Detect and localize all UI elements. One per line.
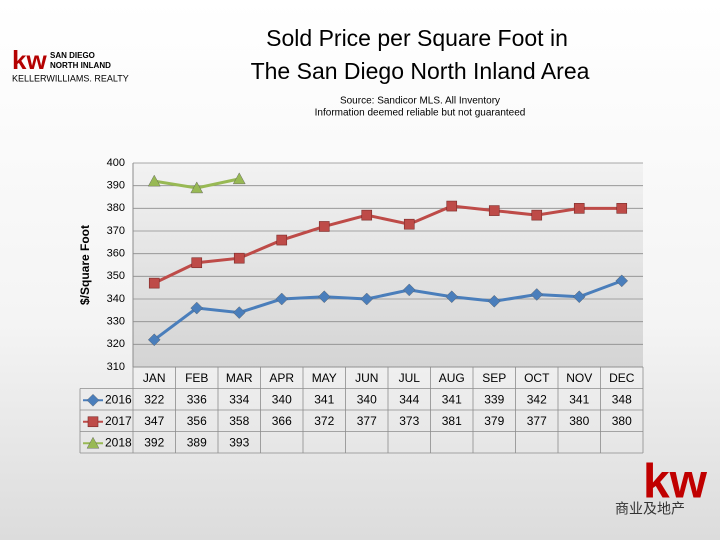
data-point: [488, 205, 500, 216]
logo-text: KELLERWILLIAMS. REALTY: [12, 73, 129, 83]
y-tick-label: 390: [107, 180, 125, 192]
table-value: 342: [527, 392, 547, 406]
table-value: 366: [272, 414, 292, 428]
x-tick-label: APR: [269, 371, 294, 385]
table-value: 344: [399, 392, 419, 406]
y-tick-label: 310: [107, 361, 125, 373]
x-tick-label: SEP: [482, 371, 506, 385]
y-tick-label: 370: [107, 225, 125, 237]
table-value: 339: [484, 392, 504, 406]
x-tick-label: JUL: [399, 371, 421, 385]
data-point: [616, 203, 628, 214]
table-value: 336: [187, 392, 207, 406]
table-value: 347: [144, 414, 164, 428]
data-point: [276, 234, 288, 246]
legend-label: 2017: [105, 414, 132, 428]
watermark: 商业及地产: [615, 501, 685, 517]
table-value: 356: [187, 414, 207, 428]
data-point: [191, 257, 203, 269]
table-value: 358: [229, 414, 249, 428]
table-value: 340: [357, 392, 377, 406]
legend-marker: [86, 393, 100, 407]
corner-logo: kw: [643, 456, 708, 509]
data-point: [232, 172, 246, 185]
data-point: [361, 209, 373, 221]
data-point: [190, 181, 204, 194]
data-point: [530, 288, 544, 301]
x-tick-label: DEC: [609, 371, 635, 385]
table-value: 341: [569, 392, 589, 406]
data-point: [573, 203, 585, 214]
legend-label: 2016: [105, 392, 132, 406]
y-tick-label: 320: [107, 338, 125, 350]
chart-title: The San Diego North Inland Area: [251, 58, 590, 84]
legend-marker: [87, 416, 99, 428]
x-tick-label: JUN: [355, 371, 378, 385]
table-value: 334: [229, 392, 249, 406]
y-axis-label: $/Square Foot: [78, 225, 92, 305]
logo-mark: kw: [12, 45, 47, 75]
subtitle: Information deemed reliable but not guar…: [315, 108, 526, 119]
data-point: [531, 209, 543, 221]
data-point: [148, 277, 160, 289]
table-value: 380: [569, 414, 589, 428]
data-point: [317, 290, 331, 304]
x-tick-label: AUG: [439, 371, 465, 385]
table-value: 392: [144, 435, 164, 449]
data-point: [147, 174, 161, 187]
table-value: 341: [442, 392, 462, 406]
data-point: [147, 333, 161, 347]
table-value: 340: [272, 392, 292, 406]
data-point: [190, 301, 204, 315]
data-point: [360, 292, 374, 306]
x-tick-label: FEB: [185, 371, 208, 385]
y-tick-label: 330: [107, 316, 125, 328]
table-value: 393: [229, 435, 249, 449]
data-point: [445, 290, 459, 304]
table-value: 372: [314, 414, 334, 428]
x-tick-label: MAR: [226, 371, 253, 385]
legend-marker: [86, 436, 100, 449]
x-tick-label: MAY: [312, 371, 337, 385]
legend-label: 2018: [105, 435, 132, 449]
data-point: [232, 306, 246, 319]
chart-title: Sold Price per Square Foot in: [266, 25, 568, 51]
y-tick-label: 360: [107, 248, 125, 260]
y-tick-label: 400: [107, 157, 125, 169]
data-point: [403, 218, 415, 230]
table-value: 377: [357, 414, 377, 428]
data-point: [446, 200, 458, 212]
table-value: 379: [484, 414, 504, 428]
logo-text: NORTH INLAND: [50, 61, 111, 70]
table-value: 389: [187, 435, 207, 449]
data-point: [318, 221, 330, 232]
table-value: 377: [527, 414, 547, 428]
table-value: 381: [442, 414, 462, 428]
x-tick-label: JAN: [143, 371, 166, 385]
table-value: 373: [399, 414, 419, 428]
data-point: [572, 290, 586, 304]
data-point: [615, 274, 629, 288]
logo-text: SAN DIEGO: [50, 51, 95, 60]
series-line: [153, 279, 623, 342]
series-line: [153, 204, 622, 285]
plot-area: [133, 163, 643, 367]
y-tick-label: 350: [107, 270, 125, 282]
table-value: 341: [314, 392, 334, 406]
table-value: 380: [612, 414, 632, 428]
table-value: 348: [612, 392, 632, 406]
x-tick-label: OCT: [524, 371, 550, 385]
y-tick-label: 340: [107, 293, 125, 305]
subtitle: Source: Sandicor MLS. All Inventory: [340, 96, 500, 107]
data-point: [487, 294, 501, 308]
y-tick-label: 380: [107, 202, 125, 214]
data-point: [275, 292, 289, 306]
table-value: 322: [144, 392, 164, 406]
x-tick-label: NOV: [566, 371, 592, 385]
data-point: [233, 252, 245, 264]
data-point: [402, 283, 416, 297]
